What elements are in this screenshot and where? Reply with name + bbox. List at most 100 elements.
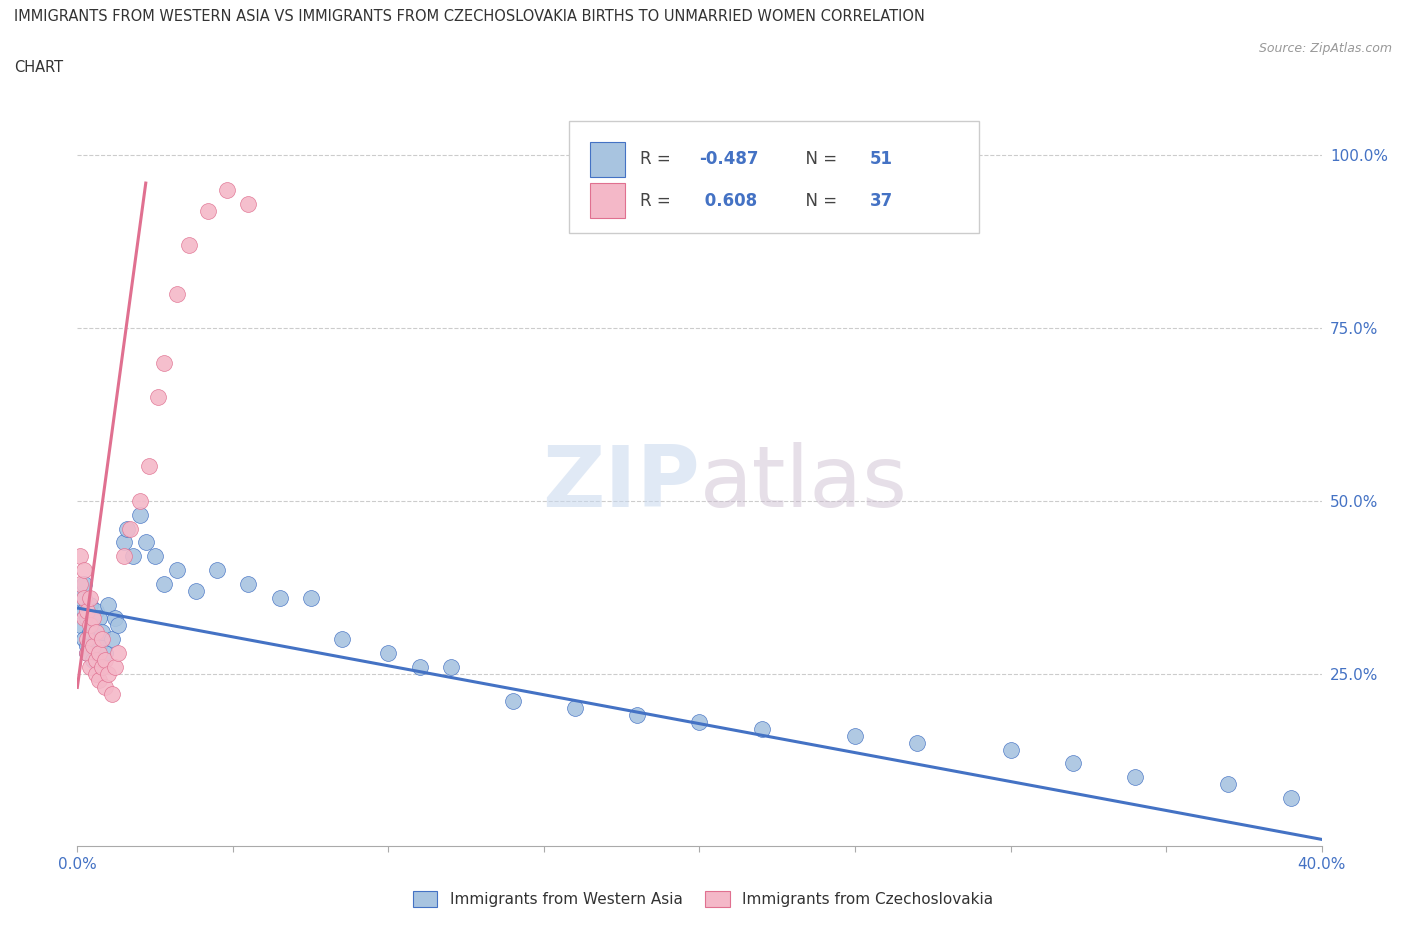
Point: [72, 563, 94, 578]
Point: [408, 659, 430, 674]
Point: [104, 611, 127, 626]
Point: [79, 659, 101, 674]
Point: [100, 687, 122, 702]
Point: [82, 639, 104, 654]
Point: [1218, 777, 1240, 791]
Point: [299, 591, 322, 605]
Point: [166, 286, 188, 301]
Point: [79, 597, 101, 612]
Point: [84, 666, 107, 681]
Point: [76, 645, 98, 660]
Point: [76, 639, 98, 654]
Point: [94, 652, 117, 667]
Point: [215, 182, 238, 197]
Point: [112, 549, 135, 564]
Point: [330, 631, 353, 646]
Point: [1123, 770, 1146, 785]
Point: [82, 652, 104, 667]
Point: [84, 604, 107, 618]
Point: [72, 604, 94, 618]
Text: 51: 51: [870, 151, 893, 168]
Point: [87, 611, 110, 626]
Point: [72, 591, 94, 605]
Point: [138, 458, 160, 473]
Point: [97, 666, 120, 681]
Point: [84, 631, 107, 646]
Point: [107, 618, 129, 632]
Point: [87, 645, 110, 660]
Point: [69, 591, 91, 605]
Point: [153, 355, 176, 370]
Point: [179, 238, 201, 253]
Point: [905, 736, 928, 751]
Point: [72, 611, 94, 626]
Text: CHART: CHART: [14, 60, 63, 75]
FancyBboxPatch shape: [591, 183, 624, 219]
Point: [1062, 756, 1084, 771]
Point: [148, 390, 170, 405]
Text: 0.608: 0.608: [700, 192, 758, 209]
Point: [76, 645, 98, 660]
Point: [143, 549, 166, 564]
Point: [82, 618, 104, 632]
Point: [238, 577, 260, 591]
Point: [238, 196, 260, 211]
Point: [1000, 742, 1022, 757]
Text: IMMIGRANTS FROM WESTERN ASIA VS IMMIGRANTS FROM CZECHOSLOVAKIA BIRTHS TO UNMARRI: IMMIGRANTS FROM WESTERN ASIA VS IMMIGRAN…: [14, 9, 925, 24]
Text: R =: R =: [640, 192, 676, 209]
Point: [107, 645, 129, 660]
Legend: Immigrants from Western Asia, Immigrants from Czechoslovakia: Immigrants from Western Asia, Immigrants…: [406, 884, 1000, 913]
Point: [84, 652, 107, 667]
Point: [87, 639, 110, 654]
Point: [502, 694, 524, 709]
Point: [69, 577, 91, 591]
Point: [377, 645, 399, 660]
Point: [91, 625, 114, 640]
Point: [91, 631, 114, 646]
Point: [76, 604, 98, 618]
Point: [72, 577, 94, 591]
Point: [100, 631, 122, 646]
FancyBboxPatch shape: [569, 121, 980, 233]
Point: [87, 673, 110, 688]
Point: [82, 611, 104, 626]
Point: [844, 728, 866, 743]
Point: [120, 521, 142, 536]
Point: [91, 659, 114, 674]
Point: [626, 708, 648, 723]
Point: [94, 680, 117, 695]
Text: 37: 37: [870, 192, 893, 209]
Text: N =: N =: [796, 151, 842, 168]
Point: [184, 583, 207, 598]
Point: [76, 611, 98, 626]
Text: ZIP: ZIP: [541, 442, 700, 525]
Text: Source: ZipAtlas.com: Source: ZipAtlas.com: [1258, 42, 1392, 55]
Point: [269, 591, 291, 605]
Point: [69, 549, 91, 564]
Point: [69, 618, 91, 632]
Point: [166, 563, 188, 578]
Text: R =: R =: [640, 151, 676, 168]
Point: [135, 535, 157, 550]
Text: atlas: atlas: [700, 442, 907, 525]
Point: [197, 204, 219, 219]
Point: [128, 507, 150, 522]
Point: [207, 563, 229, 578]
Point: [112, 535, 135, 550]
Point: [79, 618, 101, 632]
Point: [115, 521, 138, 536]
Point: [122, 549, 145, 564]
FancyBboxPatch shape: [591, 142, 624, 177]
Point: [104, 659, 127, 674]
Point: [564, 700, 586, 715]
Point: [689, 714, 711, 729]
Point: [97, 597, 120, 612]
Point: [751, 722, 773, 737]
Point: [153, 577, 176, 591]
Text: -0.487: -0.487: [700, 151, 759, 168]
Point: [84, 625, 107, 640]
Text: N =: N =: [796, 192, 842, 209]
Point: [94, 645, 117, 660]
Point: [79, 591, 101, 605]
Point: [76, 631, 98, 646]
